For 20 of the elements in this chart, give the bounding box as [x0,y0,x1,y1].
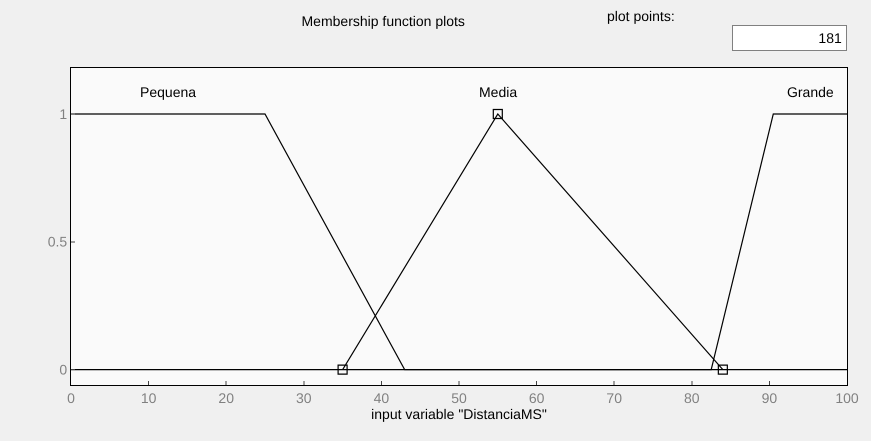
chart-title: Membership function plots [302,13,465,30]
x-tick-label: 60 [528,390,545,406]
series-label: Grande [787,84,834,100]
x-tick-label: 90 [762,390,778,406]
y-tick-label: 0 [59,362,68,378]
y-tick-label: 0.5 [48,234,68,250]
x-axis-title: input variable "DistanciaMS" [371,406,547,422]
x-tick-label: 50 [451,390,467,406]
x-tick-label: 30 [296,390,312,406]
y-tick-label: 1 [59,106,68,122]
x-tick-label: 20 [218,390,234,406]
x-tick-label: 80 [684,390,700,406]
x-tick-label: 40 [374,390,390,406]
series-label: Media [479,84,518,100]
x-tick-label: 100 [835,390,859,406]
x-tick-label: 70 [606,390,622,406]
series-label: Pequena [140,84,196,100]
text: plot points: [607,8,675,24]
x-tick-label: 10 [140,390,157,406]
text: 181 [818,30,842,46]
